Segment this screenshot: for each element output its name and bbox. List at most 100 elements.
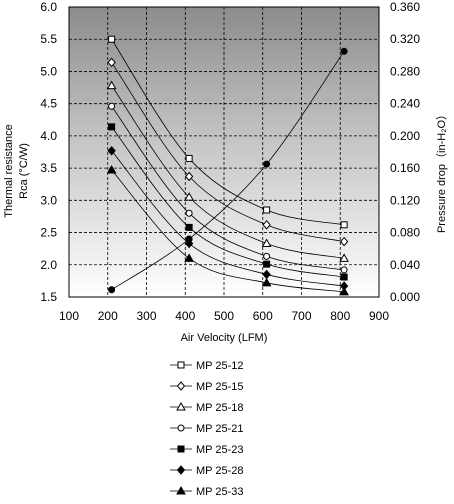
x-axis-title: Air Velocity (LFM) bbox=[181, 332, 268, 344]
x-tick-label: 600 bbox=[253, 309, 273, 323]
data-point bbox=[108, 102, 116, 110]
data-point bbox=[340, 273, 348, 281]
y-right-axis-title: Pressure drop（in-H₂O） bbox=[435, 109, 448, 233]
data-point bbox=[107, 57, 116, 68]
x-tick-label: 900 bbox=[369, 309, 389, 323]
legend-label: MP 25-33 bbox=[196, 486, 244, 498]
legend-label: MP 25-12 bbox=[196, 360, 244, 372]
data-point bbox=[108, 35, 116, 43]
data-point bbox=[262, 220, 271, 230]
series-line bbox=[111, 169, 345, 293]
y-right-tick-label: 0.280 bbox=[390, 64, 420, 78]
pressure-drop-point bbox=[108, 286, 116, 294]
legend-marker bbox=[177, 445, 185, 453]
x-tick-label: 800 bbox=[330, 309, 350, 323]
series-line bbox=[111, 62, 345, 242]
data-point bbox=[263, 260, 271, 268]
data-point bbox=[108, 123, 116, 131]
y-right-tick-label: 0.160 bbox=[390, 161, 420, 175]
legend-marker bbox=[176, 485, 186, 495]
x-tick-label: 100 bbox=[59, 309, 79, 323]
legend-item: MP 25-21 bbox=[170, 423, 244, 435]
y-left-tick-label: 4.0 bbox=[40, 129, 57, 143]
legend-label: MP 25-23 bbox=[196, 444, 244, 456]
x-tick-labels: 100 200 300 400 500 600 700 800 900 bbox=[59, 309, 389, 323]
series-line bbox=[111, 150, 345, 287]
data-point bbox=[184, 253, 194, 262]
data-point bbox=[106, 80, 117, 90]
data-point bbox=[339, 253, 349, 262]
y-left-tick-label: 5.5 bbox=[40, 32, 57, 46]
legend-item: MP 25-23 bbox=[170, 444, 244, 456]
data-point bbox=[339, 286, 349, 296]
y-left-tick-label: 1.5 bbox=[40, 290, 57, 304]
legend-marker bbox=[177, 361, 185, 369]
y-right-tick-label: 0.120 bbox=[390, 193, 420, 207]
data-point bbox=[263, 206, 271, 214]
legend-label: MP 25-18 bbox=[196, 402, 244, 414]
data-point bbox=[261, 277, 272, 287]
markers bbox=[106, 35, 349, 296]
x-tick-label: 200 bbox=[98, 309, 118, 323]
y-left-tick-label: 2.0 bbox=[40, 258, 57, 272]
x-tick-label: 300 bbox=[136, 309, 156, 323]
y-right-tick-label: 0.360 bbox=[390, 0, 420, 14]
data-point bbox=[185, 154, 193, 162]
y-right-tick-labels: 0.000 0.040 0.080 0.120 0.160 0.200 0.240 0.280… bbox=[390, 0, 420, 304]
data-point bbox=[185, 209, 193, 217]
y-left-tick-labels: 1.5 2.0 2.5 3.0 3.5 4.0 4.5 5.0 5.5 6.0 bbox=[40, 0, 57, 304]
legend-item: MP 25-33 bbox=[170, 485, 244, 498]
legend-marker bbox=[177, 424, 185, 432]
curves bbox=[111, 39, 345, 293]
data-point bbox=[263, 252, 271, 260]
y-left-axis-title-line1: Thermal resistance bbox=[3, 124, 15, 218]
legend-item: MP 25-12 bbox=[170, 360, 244, 372]
pressure-drop-point bbox=[340, 47, 348, 55]
legend-marker bbox=[176, 465, 186, 475]
y-right-tick-label: 0.320 bbox=[390, 32, 420, 46]
legend-label: MP 25-28 bbox=[196, 465, 244, 477]
x-tick-label: 500 bbox=[214, 309, 234, 323]
x-tick-label: 700 bbox=[291, 309, 311, 323]
y-right-tick-label: 0.200 bbox=[390, 129, 420, 143]
series-line bbox=[111, 126, 345, 278]
legend-marker bbox=[176, 381, 186, 391]
y-left-axis-title-line2: Rca (°C/W) bbox=[18, 143, 30, 199]
data-point bbox=[261, 238, 272, 248]
pressure-drop-point bbox=[263, 160, 271, 168]
legend-item: MP 25-28 bbox=[170, 465, 244, 477]
data-point bbox=[340, 266, 348, 274]
grid bbox=[69, 7, 379, 297]
legend-item: MP 25-18 bbox=[170, 401, 244, 414]
y-left-tick-label: 2.5 bbox=[40, 226, 57, 240]
y-left-tick-label: 5.0 bbox=[40, 64, 57, 78]
data-point bbox=[106, 165, 117, 174]
series-line bbox=[111, 85, 345, 259]
series-line bbox=[111, 39, 345, 226]
y-right-tick-label: 0.000 bbox=[390, 290, 420, 304]
legend-item: MP 25-15 bbox=[170, 381, 244, 393]
y-left-tick-label: 6.0 bbox=[40, 0, 57, 14]
data-point bbox=[185, 223, 193, 231]
data-point bbox=[340, 221, 348, 229]
legend: MP 25-12 MP 25-15 MP 25-18 MP 25-21 MP 25-23… bbox=[170, 360, 244, 498]
data-point bbox=[184, 192, 194, 201]
pressure-drop-line bbox=[111, 51, 345, 291]
data-point bbox=[184, 171, 194, 182]
pressure-drop-point bbox=[185, 235, 193, 243]
data-point bbox=[339, 236, 349, 247]
data-point bbox=[107, 145, 116, 156]
plot-frame bbox=[68, 6, 380, 298]
legend-marker bbox=[176, 401, 186, 411]
y-left-tick-label: 3.5 bbox=[40, 161, 57, 175]
series-line bbox=[111, 106, 345, 271]
y-right-tick-label: 0.040 bbox=[390, 258, 420, 272]
y-right-tick-label: 0.080 bbox=[390, 226, 420, 240]
y-left-tick-label: 3.0 bbox=[40, 193, 57, 207]
x-tick-label: 400 bbox=[175, 309, 195, 323]
y-left-tick-label: 4.5 bbox=[40, 97, 57, 111]
legend-label: MP 25-21 bbox=[196, 423, 244, 435]
legend-label: MP 25-15 bbox=[196, 381, 244, 393]
y-right-tick-label: 0.240 bbox=[390, 97, 420, 111]
